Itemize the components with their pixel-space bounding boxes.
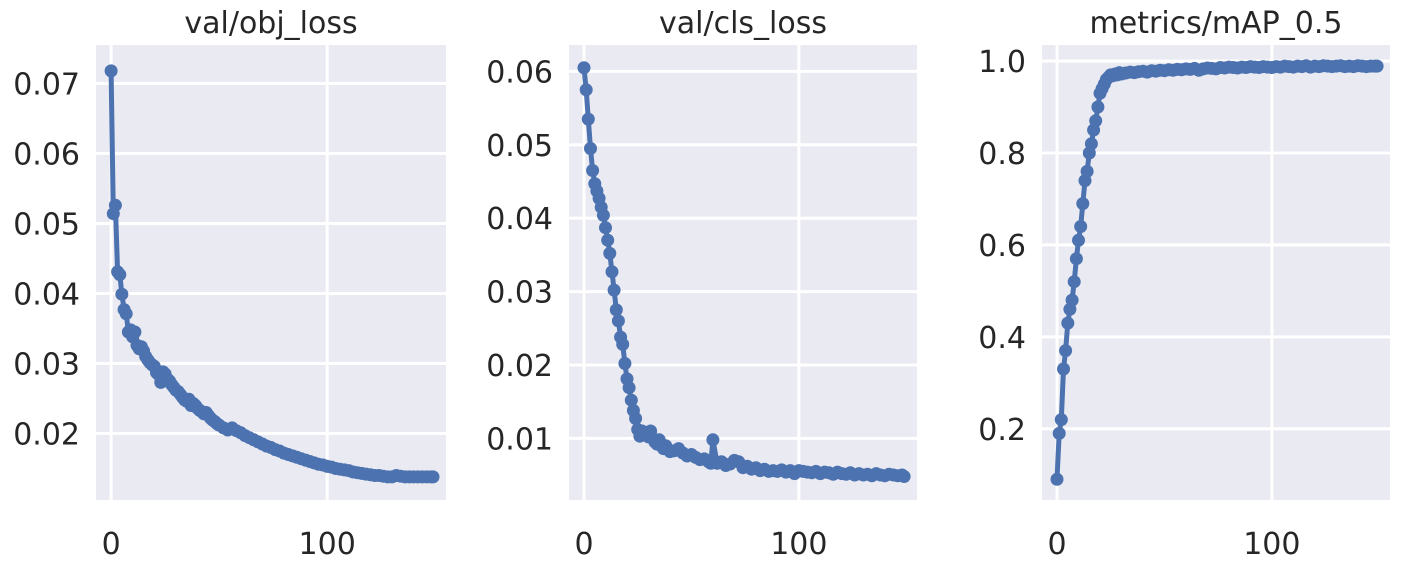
x-tick-label: 0 [574,527,593,562]
y-tick-label: 0.4 [978,321,1026,356]
x-tick-label: 100 [1243,527,1300,562]
data-point [616,337,630,351]
y-tick-label: 0.05 [486,129,553,164]
data-point [1084,137,1098,151]
data-point [579,83,593,97]
data-point [426,470,440,484]
data-point [115,287,129,301]
y-tick-label: 0.04 [486,202,553,237]
data-point [1080,164,1094,178]
x-tick-label: 0 [1047,527,1066,562]
data-point [104,64,118,78]
data-point [605,265,619,279]
y-tick-label: 0.06 [486,55,553,90]
subplot-title: metrics/mAP_0.5 [1090,6,1343,41]
data-point [1069,252,1083,266]
data-point [601,233,615,247]
subplot-1: 0.02 0.03 0.04 0.05 0.06 0.07 0 100 val/obj_loss [13,6,446,562]
subplot-3: 0.2 0.4 0.6 0.8 1.0 0 100 metrics/mAP_0.5 [978,6,1390,562]
data-point [577,61,591,75]
subplot-title: val/obj_loss [184,6,357,41]
data-point [1067,275,1081,289]
y-tick-label: 0.2 [978,413,1026,448]
data-point [624,393,638,407]
y-tick-label: 0.6 [978,229,1026,264]
y-tick-label: 0.07 [13,68,80,103]
data-point [599,221,612,235]
data-point [586,164,600,177]
subplot-title: val/cls_loss [659,6,827,41]
plot-area [96,45,446,500]
data-point [622,381,636,395]
data-point [618,357,632,370]
plot-area [1042,45,1390,500]
y-tick-label: 0.01 [486,422,553,457]
data-point [1370,59,1384,73]
data-point [611,314,625,328]
y-tick-label: 0.02 [486,349,553,384]
data-point [1074,220,1088,233]
data-point [1052,426,1066,440]
data-point [1059,344,1073,358]
data-point [1091,100,1105,114]
data-point [596,208,610,222]
y-tick-label: 0.8 [978,137,1026,172]
subplot-2: 0.01 0.02 0.03 0.04 0.05 0.06 0 100 val/cls_loss [486,6,917,562]
data-point [581,112,595,126]
plot-area [569,45,917,500]
data-point [629,412,643,425]
y-tick-label: 0.04 [13,278,80,313]
y-tick-label: 0.02 [13,418,80,453]
y-tick-label: 1.0 [978,45,1026,80]
data-point [584,142,597,155]
x-tick-label: 100 [299,527,356,562]
x-tick-label: 0 [102,527,121,562]
data-point [1054,413,1068,427]
x-tick-label: 100 [770,527,827,562]
data-point [1050,472,1064,486]
data-point [108,198,122,212]
y-tick-label: 0.03 [13,348,80,383]
data-point [706,433,720,447]
data-point [607,283,621,297]
data-point [1065,293,1079,307]
data-point [609,303,623,317]
data-point [603,246,617,260]
y-tick-label: 0.05 [13,208,80,243]
data-point [897,470,911,483]
data-point [1072,233,1085,247]
data-point [1061,316,1075,330]
y-tick-label: 0.06 [13,138,80,173]
data-point [119,307,133,321]
data-point [1057,362,1070,376]
y-tick-label: 0.03 [486,276,553,311]
data-point [1089,114,1103,128]
data-point [113,268,127,282]
data-point [1076,197,1090,211]
data-point [128,325,142,339]
